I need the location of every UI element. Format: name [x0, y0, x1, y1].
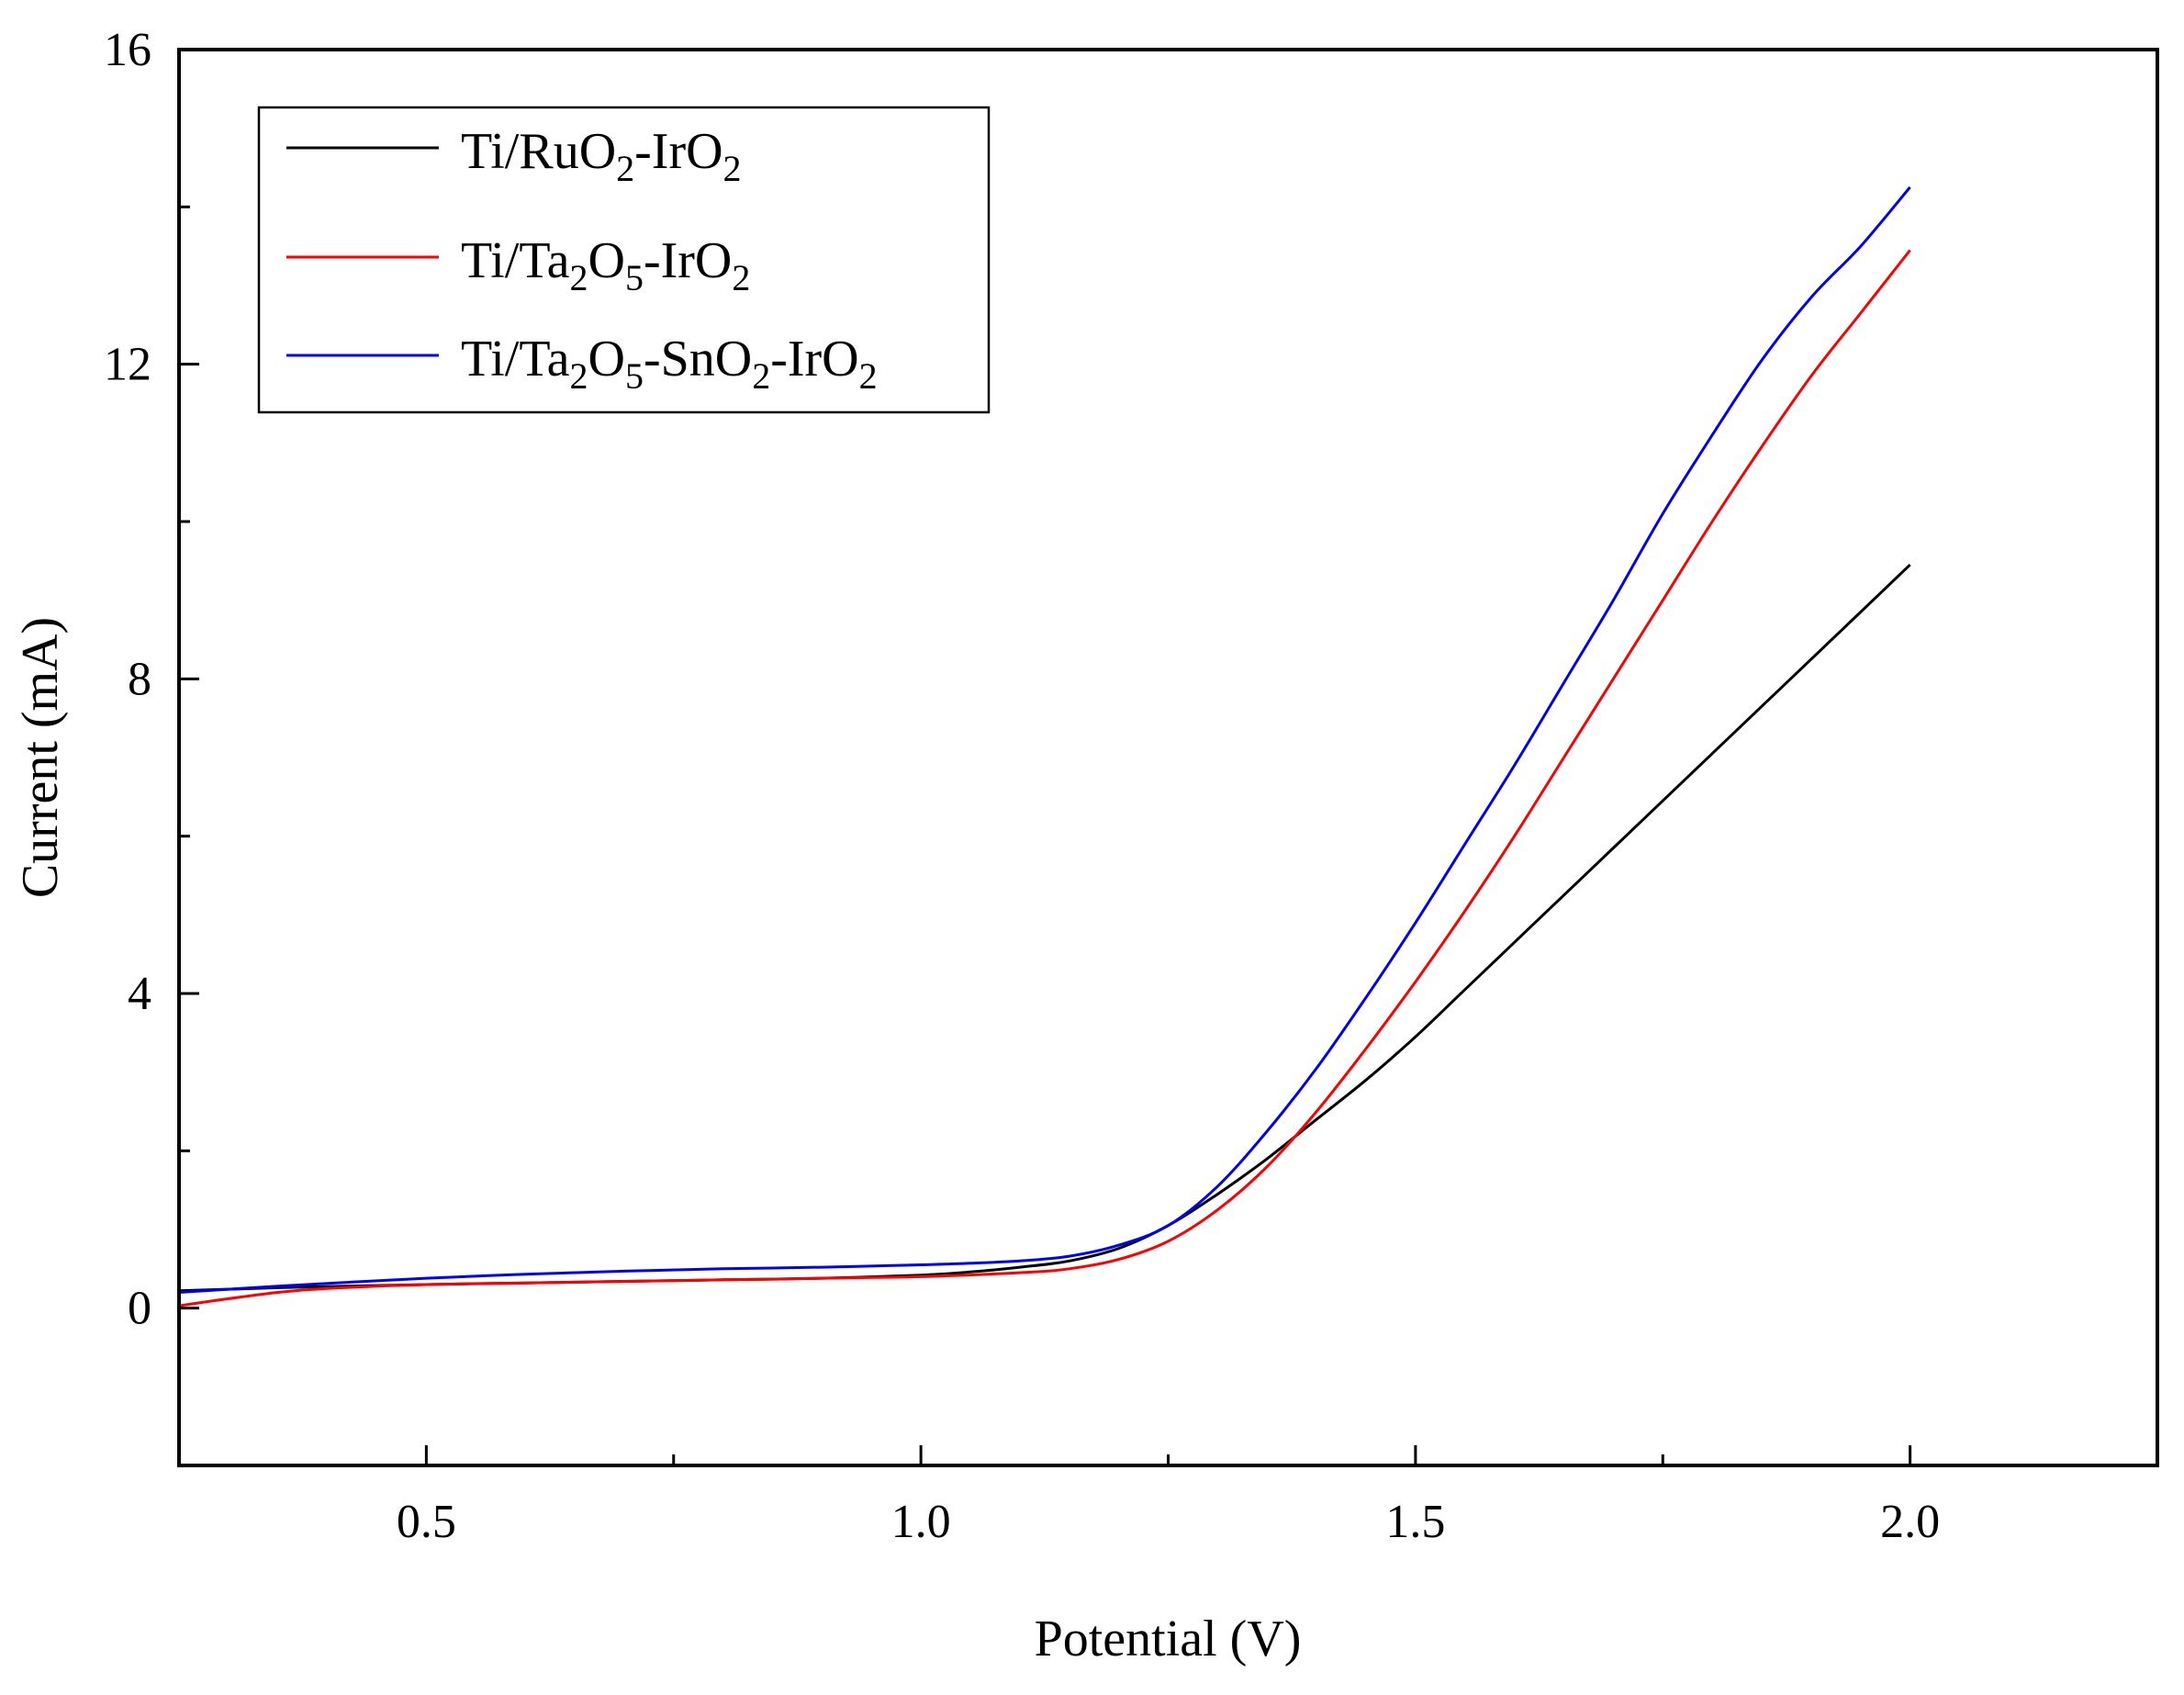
legend-subscript: 2 — [616, 148, 634, 189]
legend-label-1: Ti/RuO2-IrO2 — [461, 123, 742, 189]
legend-subscript: 2 — [570, 257, 588, 298]
x-axis-title: Potential (V) — [1035, 1611, 1302, 1667]
series-line-3 — [178, 185, 1911, 1294]
legend: Ti/RuO2-IrO2Ti/Ta2O5-IrO2Ti/Ta2O5-SnO2-I… — [257, 106, 991, 414]
legend-text-part: -IrO — [644, 232, 732, 289]
series-line-2 — [178, 249, 1911, 1308]
y-tick-label: 4 — [128, 968, 151, 1020]
legend-label-2: Ti/Ta2O5-IrO2 — [461, 232, 750, 298]
legend-label-3: Ti/Ta2O5-SnO2-IrO2 — [461, 331, 878, 397]
legend-text-part: -SnO — [644, 331, 752, 387]
axis-ticks — [179, 48, 1912, 1465]
x-tick-label: 1.0 — [891, 1496, 951, 1548]
x-tick-label: 1.5 — [1385, 1496, 1445, 1548]
legend-text-part: Ti/Ta — [461, 232, 570, 289]
legend-subscript: 2 — [732, 257, 750, 298]
y-tick-label: 8 — [128, 653, 151, 705]
legend-subscript: 2 — [752, 355, 770, 397]
legend-subscript: 2 — [859, 355, 878, 397]
legend-subscript: 2 — [570, 355, 588, 397]
y-axis-title: Current (mA) — [12, 617, 69, 898]
x-tick-label: 0.5 — [397, 1496, 456, 1548]
y-tick-label: 16 — [104, 24, 151, 76]
legend-text-part: -IrO — [634, 123, 722, 180]
y-tick-label: 12 — [104, 339, 151, 391]
legend-text-part: O — [588, 232, 625, 289]
legend-subscript: 5 — [625, 257, 644, 298]
legend-text-part: O — [588, 331, 625, 387]
legend-subscript: 2 — [723, 148, 742, 189]
legend-text-part: Ti/Ta — [461, 331, 570, 387]
y-tick-label: 0 — [128, 1283, 151, 1335]
axis-tick-labels: 0.5 1.0 1.5 2.0 0 4 8 12 16 — [104, 24, 1940, 1548]
legend-box — [257, 106, 991, 414]
legend-subscript: 5 — [625, 355, 644, 397]
x-tick-label: 2.0 — [1880, 1496, 1940, 1548]
legend-text-part: Ti/RuO — [461, 123, 616, 180]
legend-text-part: -IrO — [770, 331, 858, 387]
plot-lines — [178, 185, 1911, 1308]
